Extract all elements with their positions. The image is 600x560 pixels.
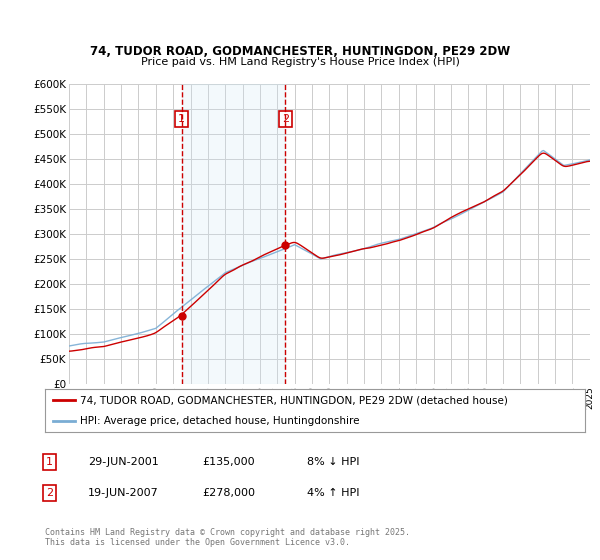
Text: £278,000: £278,000	[202, 488, 255, 498]
Text: 29-JUN-2001: 29-JUN-2001	[88, 457, 159, 467]
Text: 4% ↑ HPI: 4% ↑ HPI	[307, 488, 360, 498]
Text: Price paid vs. HM Land Registry's House Price Index (HPI): Price paid vs. HM Land Registry's House …	[140, 57, 460, 67]
Text: 2: 2	[282, 114, 289, 124]
Text: 19-JUN-2007: 19-JUN-2007	[88, 488, 159, 498]
Text: 74, TUDOR ROAD, GODMANCHESTER, HUNTINGDON, PE29 2DW (detached house): 74, TUDOR ROAD, GODMANCHESTER, HUNTINGDO…	[80, 395, 508, 405]
Text: HPI: Average price, detached house, Huntingdonshire: HPI: Average price, detached house, Hunt…	[80, 416, 359, 426]
Bar	[182, 84, 286, 384]
Text: 2: 2	[46, 488, 53, 498]
Text: 1: 1	[178, 114, 185, 124]
Text: 74, TUDOR ROAD, GODMANCHESTER, HUNTINGDON, PE29 2DW: 74, TUDOR ROAD, GODMANCHESTER, HUNTINGDO…	[90, 45, 510, 58]
Text: 8% ↓ HPI: 8% ↓ HPI	[307, 457, 360, 467]
Text: 1: 1	[46, 457, 53, 467]
Text: £135,000: £135,000	[202, 457, 255, 467]
Text: Contains HM Land Registry data © Crown copyright and database right 2025.
This d: Contains HM Land Registry data © Crown c…	[45, 528, 410, 547]
